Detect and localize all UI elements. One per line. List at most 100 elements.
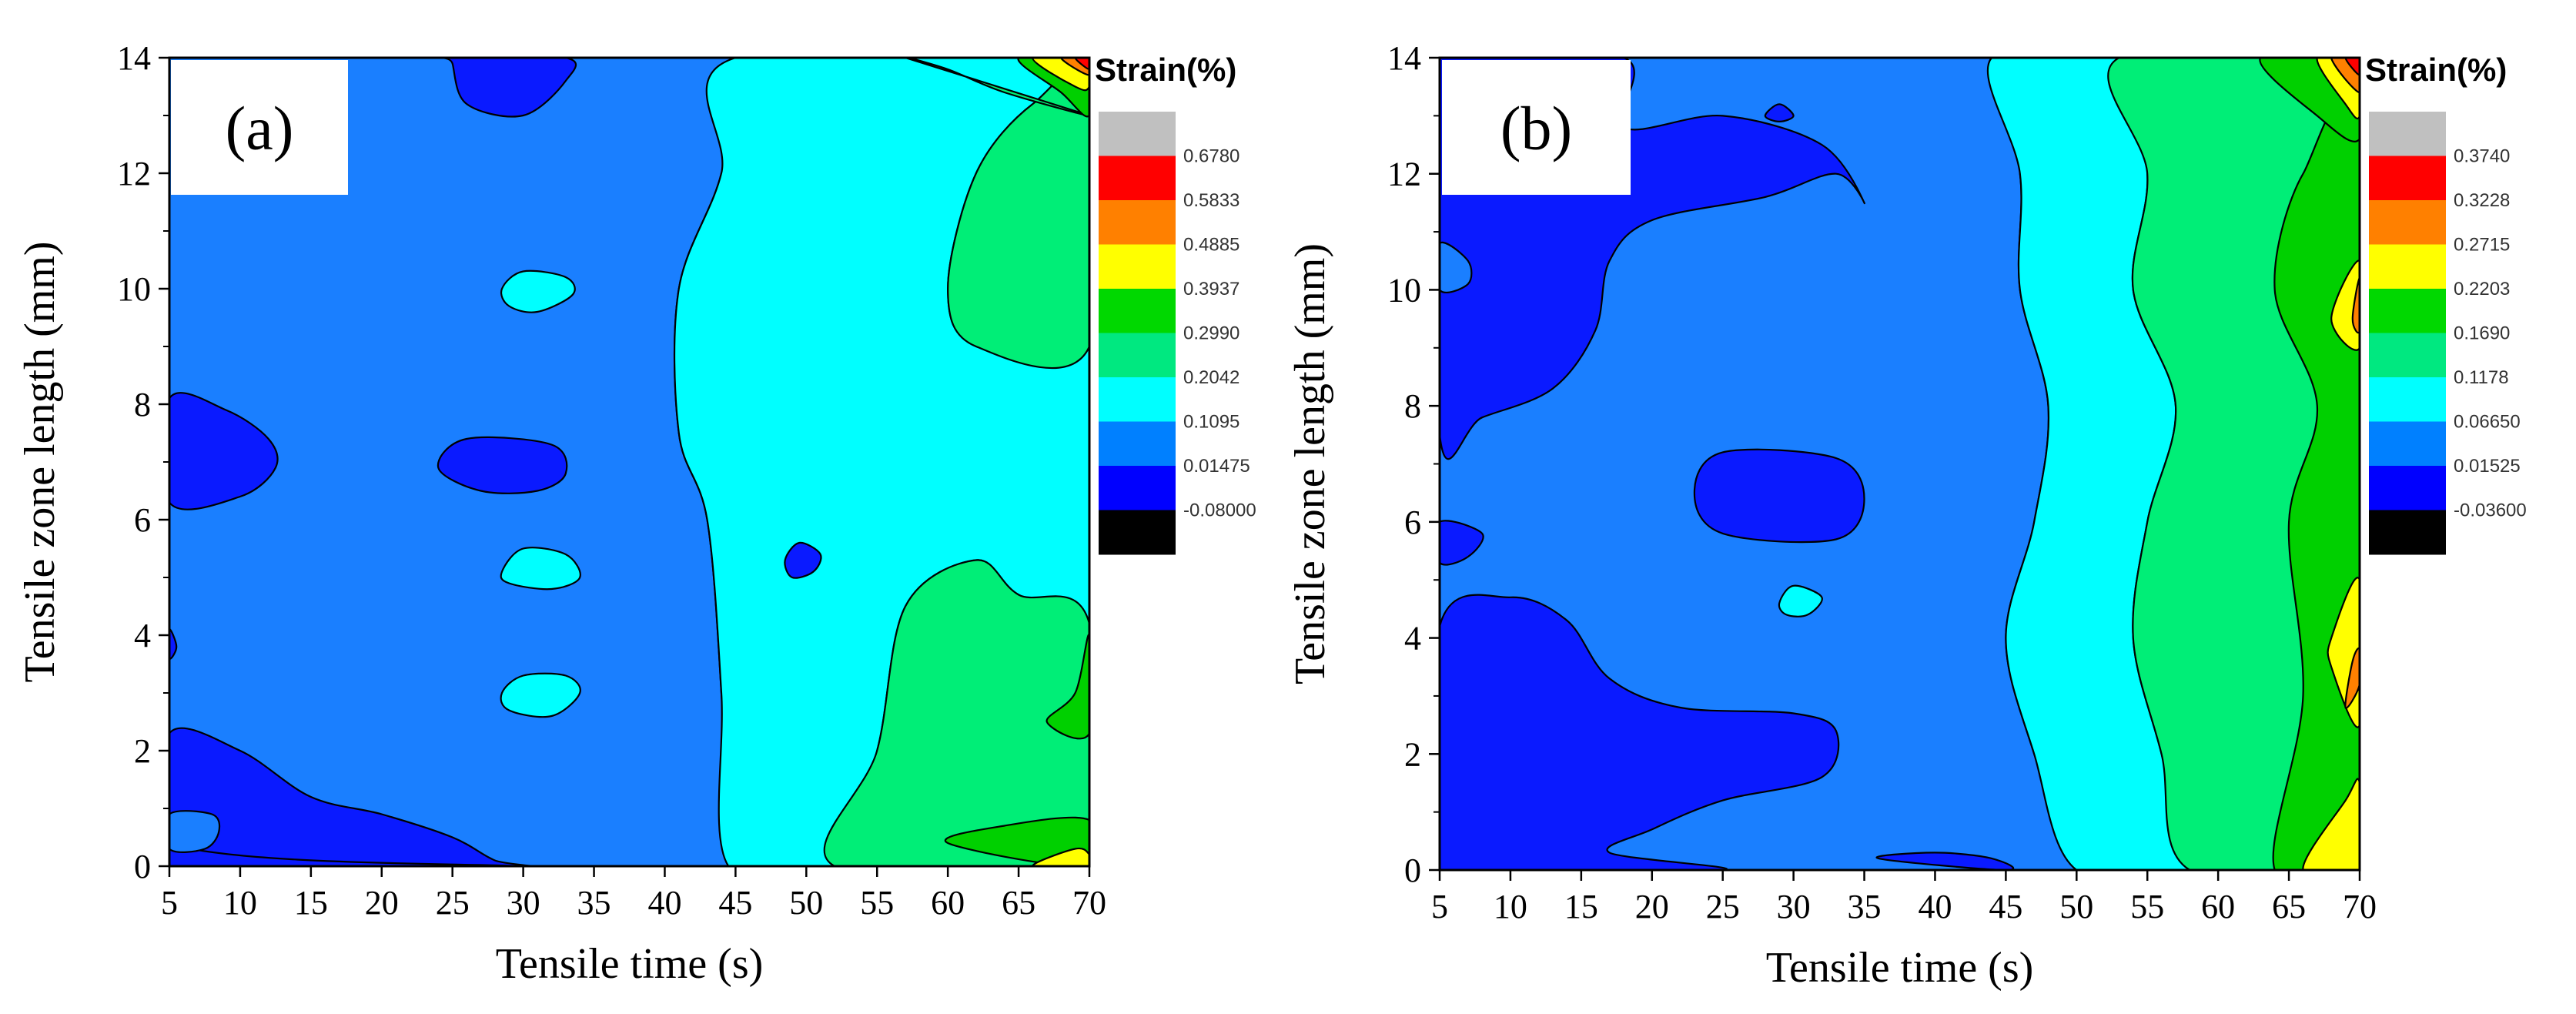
colorbar-swatch <box>2369 421 2446 467</box>
x-tick-label: 50 <box>789 884 823 922</box>
x-tick-label: 10 <box>223 884 257 922</box>
contour-region <box>169 810 221 853</box>
panel-label: (a) <box>226 95 294 163</box>
x-tick-label: 5 <box>161 884 178 922</box>
x-tick-label: 65 <box>1002 884 1035 922</box>
x-tick-label: 65 <box>2272 888 2306 925</box>
contour-region <box>1875 852 2015 870</box>
panel-label: (b) <box>1500 95 1572 163</box>
y-tick-label: 2 <box>134 732 151 770</box>
contour-region <box>1440 594 1840 870</box>
contour-region <box>2344 58 2360 76</box>
contour-region <box>2351 277 2360 334</box>
contour-region <box>1440 241 1473 293</box>
legend-title: Strain(%) <box>2365 52 2507 88</box>
colorbar-swatch <box>1099 156 1176 201</box>
contour-region <box>2330 259 2360 351</box>
x-tick-label: 55 <box>2130 888 2164 925</box>
colorbar-label: 0.6780 <box>1183 146 1239 167</box>
contour-region <box>1764 103 1795 123</box>
x-tick-label: 30 <box>507 884 540 922</box>
x-tick-label: 20 <box>365 884 399 922</box>
colorbar-label: 0.2715 <box>2454 235 2510 256</box>
colorbar-label: 0.4885 <box>1183 235 1239 256</box>
colorbar-swatch <box>1099 244 1176 289</box>
contour-region <box>1045 634 1089 740</box>
colorbar-label: 0.2990 <box>1183 323 1239 344</box>
colorbar-swatch <box>1099 289 1176 333</box>
colorbar-label: -0.08000 <box>1183 500 1256 521</box>
colorbar-label: 0.3740 <box>2454 146 2510 167</box>
y-tick-label: 10 <box>117 270 151 308</box>
contour-panel-a: (a) 5 10 15 20 25 30 35 40 45 50 55 60 65 70 0 2 4 6 8 10 12 1… <box>16 39 1256 988</box>
colorbar-label: 0.2042 <box>1183 367 1239 388</box>
x-tick-label: 40 <box>1918 888 1952 925</box>
y-axis-label: Tensile zone length (mm) <box>16 241 64 682</box>
x-tick-label: 40 <box>647 884 681 922</box>
y-tick-label: 4 <box>134 617 151 654</box>
colorbar-swatch <box>2369 289 2446 333</box>
x-tick-label: 25 <box>1706 888 1740 925</box>
y-tick-label: 8 <box>1404 387 1421 425</box>
x-axis-label: Tensile time (s) <box>1766 944 2034 992</box>
contour-region <box>2344 647 2360 709</box>
colorbar-swatch <box>2369 377 2446 422</box>
y-tick-label: 14 <box>1387 39 1421 77</box>
x-tick-label: 60 <box>2201 888 2235 925</box>
colorbar-label: 0.1095 <box>1183 412 1239 433</box>
x-tick-label: 10 <box>1494 888 1527 925</box>
plot-area <box>1440 58 2360 870</box>
contour-region <box>2302 778 2360 870</box>
y-tick-label: 12 <box>1387 156 1421 193</box>
colorbar-label: 0.5833 <box>1183 190 1239 211</box>
x-axis-label: Tensile time (s) <box>496 940 764 988</box>
y-tick-label: 4 <box>1404 620 1421 658</box>
contour-region <box>1074 58 1089 71</box>
colorbar-swatch <box>2369 200 2446 245</box>
colorbar-swatch <box>2369 112 2446 156</box>
colorbar-label: 0.3228 <box>2454 190 2510 211</box>
colorbar-swatch <box>1099 333 1176 378</box>
y-tick-label: 14 <box>117 39 151 77</box>
contour-region <box>1032 847 1089 866</box>
y-tick-label: 2 <box>1404 735 1421 773</box>
colorbar-label: 0.3937 <box>1183 279 1239 300</box>
contour-panel-b: (b) 5 10 15 20 25 30 35 40 45 50 55 60 65 70 0 2 4 6 8 10 12 1… <box>1286 39 2527 992</box>
colorbar-swatch <box>2369 333 2446 378</box>
x-tick-label: 15 <box>294 884 328 922</box>
x-tick-label: 15 <box>1564 888 1598 925</box>
colorbar-swatch <box>1099 200 1176 245</box>
colorbar-label: -0.03600 <box>2454 500 2527 521</box>
contour-region <box>437 436 568 494</box>
colorbar-label: 0.1178 <box>2454 367 2509 388</box>
colorbar-label: 0.06650 <box>2454 412 2521 433</box>
x-tick-label: 35 <box>577 884 611 922</box>
y-tick-label: 0 <box>1404 852 1421 889</box>
y-axis-label: Tensile zone length (mm) <box>1286 243 1334 684</box>
colorbar-swatch <box>2369 466 2446 510</box>
contour-region <box>169 628 178 660</box>
y-tick-label: 6 <box>134 501 151 539</box>
colorbar-label: 0.01525 <box>2454 456 2521 477</box>
plot-area <box>169 58 1089 866</box>
x-tick-label: 20 <box>1635 888 1669 925</box>
contour-region <box>500 547 581 591</box>
colorbar-swatch <box>2369 156 2446 201</box>
contour-region <box>823 559 1089 866</box>
x-tick-label: 25 <box>436 884 470 922</box>
x-tick-label: 60 <box>931 884 965 922</box>
contour-region <box>1778 584 1823 617</box>
x-tick-label: 50 <box>2059 888 2093 925</box>
contour-region <box>947 69 1089 370</box>
x-tick-label: 30 <box>1777 888 1811 925</box>
contour-region <box>500 269 576 313</box>
panel-label-box <box>1442 60 1631 195</box>
y-tick-label: 0 <box>134 848 151 885</box>
colorbar-label: 0.1690 <box>2454 323 2510 344</box>
colorbar-swatch <box>1099 466 1176 510</box>
x-tick-label: 45 <box>1989 888 2022 925</box>
panel-label-box <box>171 60 348 195</box>
contour-region <box>784 541 822 579</box>
x-tick-label: 70 <box>2343 888 2377 925</box>
